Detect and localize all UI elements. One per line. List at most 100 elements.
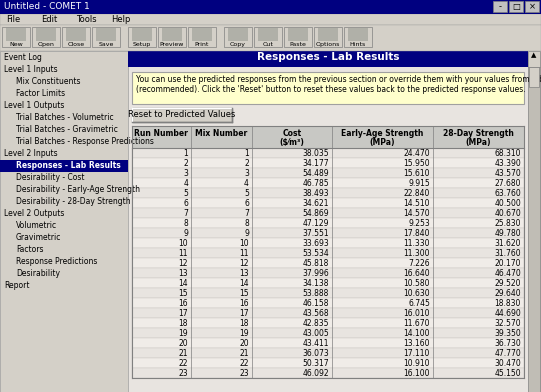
Text: 20: 20 [239, 339, 249, 348]
Text: Help: Help [111, 15, 130, 24]
Bar [509, 1, 523, 12]
Text: 9.253: 9.253 [408, 219, 430, 228]
Bar [528, 67, 540, 392]
Text: -: - [498, 2, 502, 11]
Bar [36, 28, 56, 41]
Text: 16.100: 16.100 [404, 369, 430, 378]
Text: Responses - Lab Results: Responses - Lab Results [16, 161, 121, 170]
Text: 22.840: 22.840 [404, 189, 430, 198]
Text: Response Predictions: Response Predictions [16, 257, 97, 266]
Text: Event Log: Event Log [4, 53, 42, 62]
Bar [66, 28, 86, 41]
Text: 43.411: 43.411 [302, 339, 329, 348]
Text: 43.005: 43.005 [302, 329, 329, 338]
Text: Cost: Cost [282, 129, 301, 138]
Text: Save: Save [98, 42, 114, 47]
Text: 20.170: 20.170 [494, 259, 521, 268]
Text: 6.745: 6.745 [408, 299, 430, 308]
Text: Paste: Paste [289, 42, 306, 47]
Text: 27.680: 27.680 [494, 179, 521, 188]
Bar [128, 51, 528, 67]
Bar [288, 28, 308, 41]
Text: 16: 16 [239, 299, 249, 308]
Text: 8: 8 [183, 219, 188, 228]
Text: (recommended). Click the 'Reset' button to reset these values back to the predic: (recommended). Click the 'Reset' button … [136, 85, 526, 94]
Bar [132, 318, 524, 328]
Bar [132, 338, 524, 348]
Bar [132, 158, 524, 168]
Text: 17: 17 [239, 309, 249, 318]
Text: Desirability - Early-Age Strength: Desirability - Early-Age Strength [16, 185, 140, 194]
Text: 63.760: 63.760 [494, 189, 521, 198]
Text: Level 2 Outputs: Level 2 Outputs [4, 209, 64, 218]
Text: Volumetric: Volumetric [16, 221, 57, 230]
Text: 15: 15 [239, 289, 249, 298]
Text: □: □ [512, 2, 520, 11]
Bar [0, 25, 541, 51]
Text: New: New [9, 42, 23, 47]
Text: Edit: Edit [41, 15, 57, 24]
Text: File: File [6, 15, 20, 24]
Text: 12: 12 [240, 259, 249, 268]
Bar [132, 298, 524, 308]
Text: 12: 12 [179, 259, 188, 268]
Bar [132, 308, 524, 318]
Text: Cut: Cut [262, 42, 273, 47]
Text: 34.621: 34.621 [302, 199, 329, 208]
Bar [132, 358, 524, 368]
Text: 11.330: 11.330 [404, 239, 430, 248]
Text: 3: 3 [183, 169, 188, 178]
Bar [132, 278, 524, 288]
Bar [528, 51, 540, 67]
Text: 39.350: 39.350 [494, 329, 521, 338]
Text: 15.610: 15.610 [404, 169, 430, 178]
Bar [224, 27, 252, 47]
Text: 33.693: 33.693 [302, 239, 329, 248]
Text: Hints: Hints [350, 42, 366, 47]
Text: Level 1 Outputs: Level 1 Outputs [4, 101, 64, 110]
Text: Desirability: Desirability [16, 269, 60, 278]
Bar [132, 72, 524, 104]
Text: 50.317: 50.317 [302, 359, 329, 368]
Text: 49.780: 49.780 [494, 229, 521, 238]
Text: 15.950: 15.950 [404, 159, 430, 168]
Text: Untitled - COMET 1: Untitled - COMET 1 [4, 2, 90, 11]
Text: 16.010: 16.010 [404, 309, 430, 318]
Text: 2: 2 [183, 159, 188, 168]
Bar [132, 178, 524, 188]
Text: Print: Print [195, 42, 209, 47]
Text: 10.630: 10.630 [404, 289, 430, 298]
Text: Tools: Tools [76, 15, 97, 24]
Bar [344, 27, 372, 47]
Bar [162, 28, 182, 41]
Text: Mix Constituents: Mix Constituents [16, 77, 81, 86]
Text: 18.830: 18.830 [494, 299, 521, 308]
Bar [132, 268, 524, 278]
Text: 22: 22 [240, 359, 249, 368]
Text: 18: 18 [240, 319, 249, 328]
Text: 10: 10 [179, 239, 188, 248]
Text: ×: × [529, 2, 536, 11]
Text: Preview: Preview [160, 42, 184, 47]
Text: 21: 21 [179, 349, 188, 358]
Bar [132, 218, 524, 228]
Text: 34.177: 34.177 [302, 159, 329, 168]
Bar [493, 1, 507, 12]
Text: 13.160: 13.160 [404, 339, 430, 348]
Bar [254, 27, 282, 47]
Bar [0, 160, 128, 172]
Text: (MPa): (MPa) [370, 138, 395, 147]
Text: 40.670: 40.670 [494, 209, 521, 218]
Text: 3: 3 [244, 169, 249, 178]
Text: 10.580: 10.580 [404, 279, 430, 288]
Text: 4: 4 [183, 179, 188, 188]
Text: 18: 18 [179, 319, 188, 328]
Text: ▲: ▲ [531, 52, 537, 58]
Bar [132, 108, 232, 122]
Text: 30.470: 30.470 [494, 359, 521, 368]
Text: 9: 9 [244, 229, 249, 238]
Text: 21: 21 [240, 349, 249, 358]
Text: 14: 14 [239, 279, 249, 288]
Text: Desirability - Cost: Desirability - Cost [16, 173, 84, 182]
Text: 1: 1 [183, 149, 188, 158]
